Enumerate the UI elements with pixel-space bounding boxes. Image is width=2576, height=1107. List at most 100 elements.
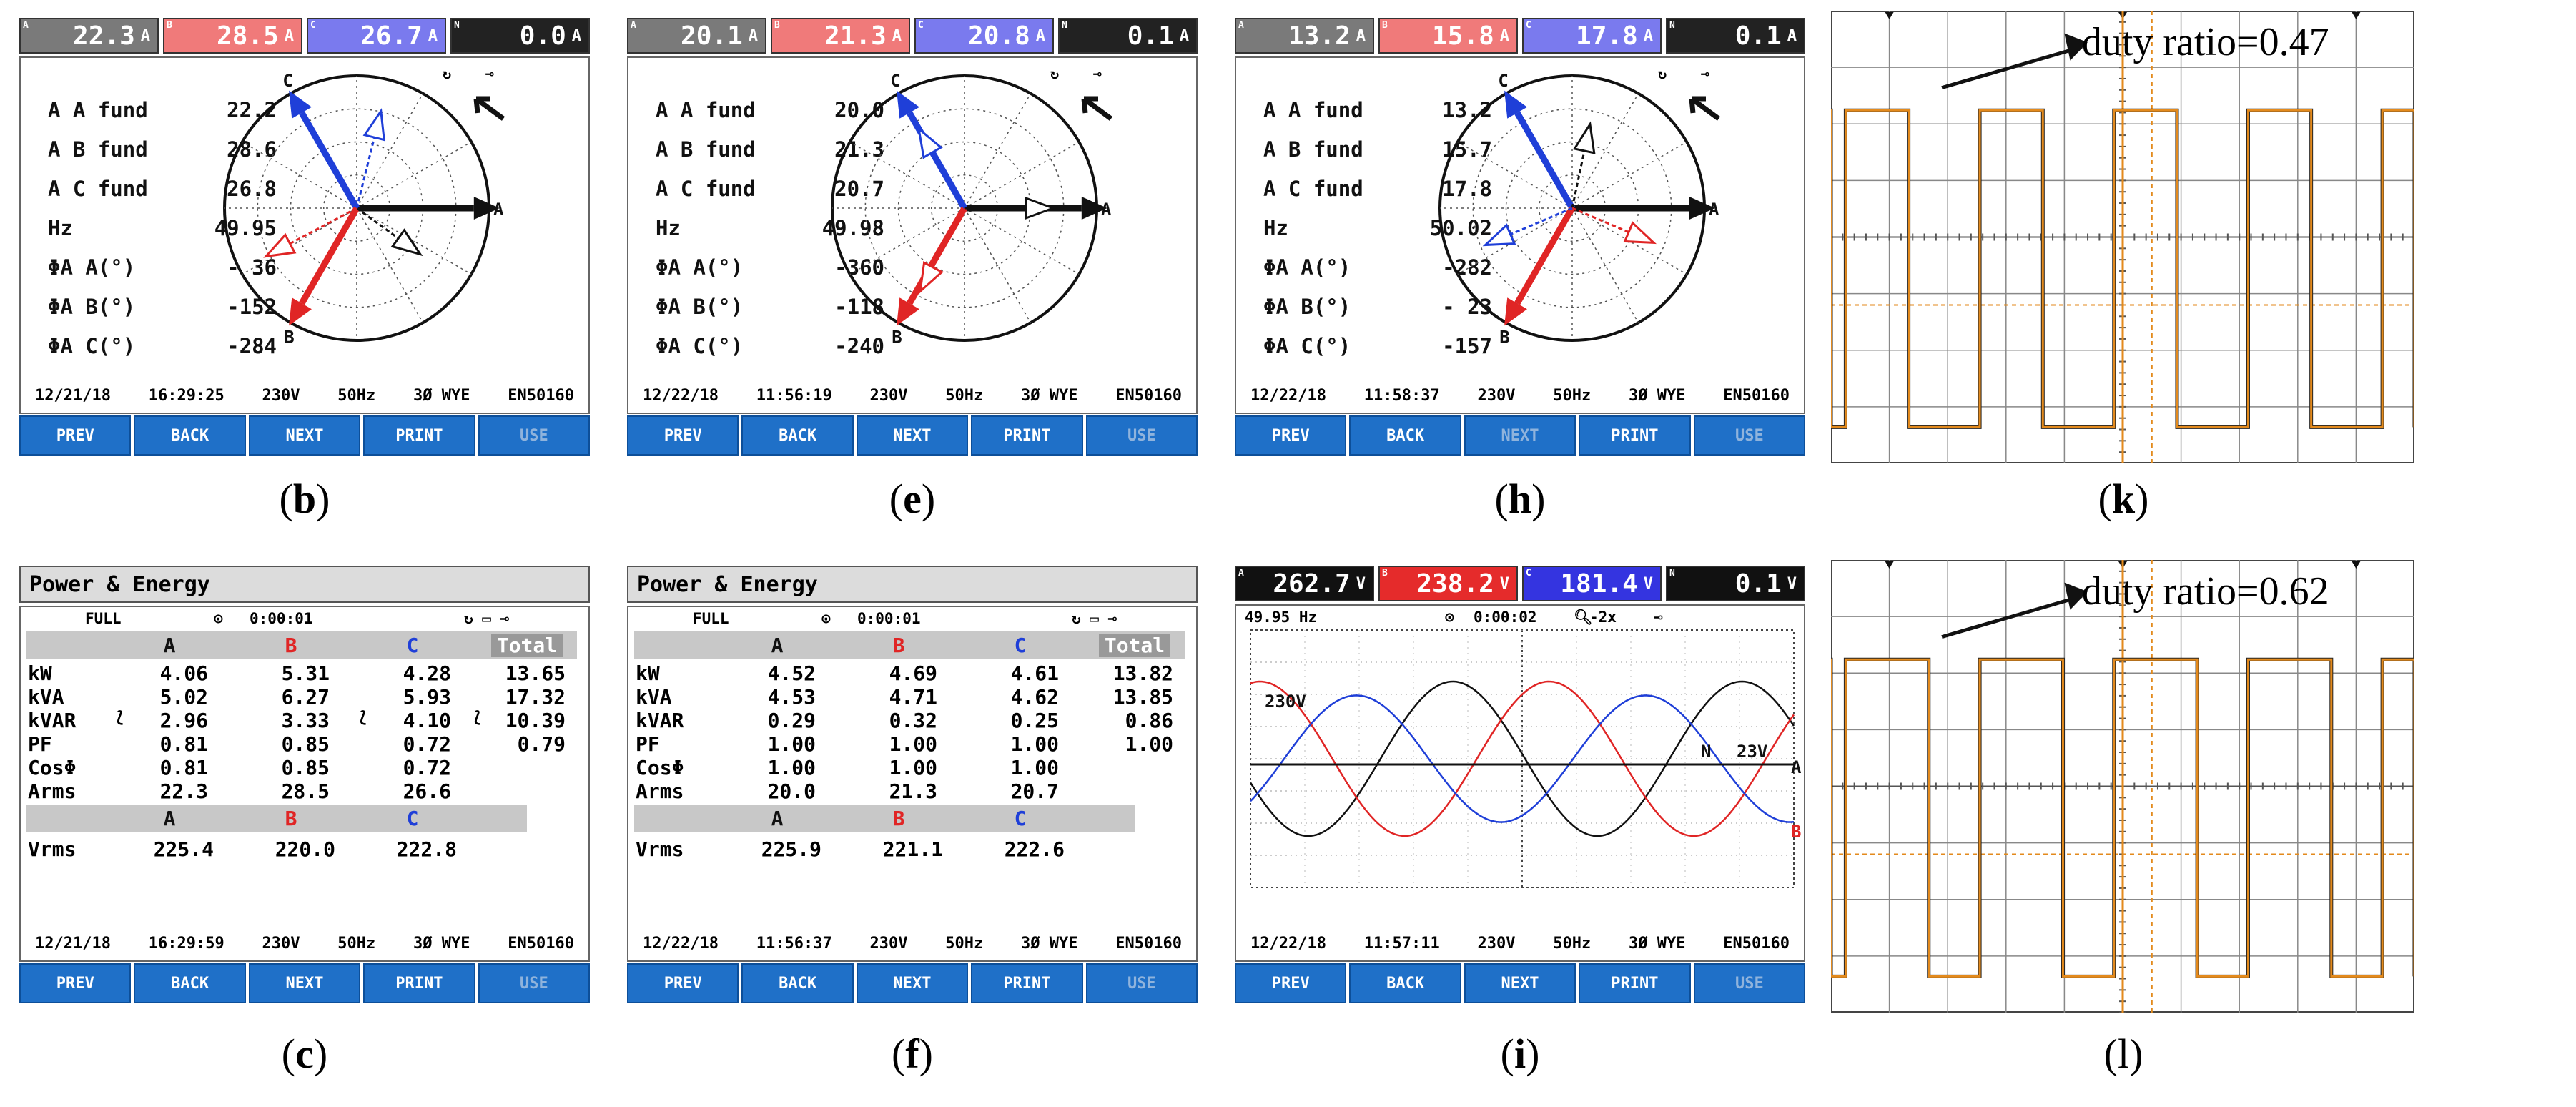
- arrow-icon: [473, 96, 505, 121]
- key-next[interactable]: NEXT: [856, 963, 969, 1003]
- vector-current-b: [263, 207, 357, 258]
- key-print[interactable]: PRINT: [971, 415, 1083, 456]
- row-value: 28.5: [281, 779, 330, 803]
- value-number: 17.8: [1442, 177, 1492, 201]
- key-prev[interactable]: PREV: [1235, 963, 1347, 1003]
- waveform-trace: [1250, 694, 1795, 823]
- key-next[interactable]: NEXT: [248, 963, 361, 1003]
- key-use[interactable]: USE: [1693, 963, 1806, 1003]
- key-prev[interactable]: PREV: [19, 415, 132, 456]
- phasor-diagram: A C B: [1438, 71, 1721, 348]
- reading-n: N 0.1 A: [1058, 18, 1198, 54]
- status-voltage: 230V: [1477, 935, 1516, 953]
- value-label: A C fund: [48, 177, 148, 201]
- key-use[interactable]: USE: [1693, 415, 1806, 456]
- plug-icon: ⊸: [1701, 65, 1710, 82]
- key-use[interactable]: USE: [478, 415, 591, 456]
- key-use[interactable]: USE: [478, 963, 591, 1003]
- voltage-column-header: A B C: [26, 805, 527, 832]
- status-config: 3Ø WYE: [1628, 387, 1686, 405]
- status-time: 11:56:37: [756, 935, 832, 953]
- reading-a: A 22.3 A: [19, 18, 159, 54]
- row-value: 4.10: [403, 709, 451, 732]
- status-freq: 50Hz: [337, 935, 376, 953]
- waveform-trace: [1249, 680, 1795, 837]
- function-keys: PREV BACK NEXT PRINT USE: [627, 963, 1198, 1003]
- frequency: 49.95 Hz: [1245, 609, 1318, 626]
- value-row: A C fund 20.7: [656, 177, 884, 216]
- value-label: Hz: [48, 216, 73, 240]
- column-header: A B C Total: [634, 631, 1185, 659]
- key-print[interactable]: PRINT: [971, 963, 1083, 1003]
- column-b: B: [285, 633, 297, 657]
- phase-tag: B: [1382, 568, 1388, 579]
- label-23v: 23V: [1737, 742, 1767, 762]
- reading-unit: A: [428, 26, 438, 45]
- reading-b: B 15.8 A: [1378, 18, 1518, 54]
- vcolumn-a: A: [163, 806, 176, 830]
- phase-tag: A: [1238, 568, 1244, 579]
- key-print[interactable]: PRINT: [1579, 963, 1691, 1003]
- screen-body: A A fund 20.0 A B fund 21.3 A C fund 20.7 Hz 49…: [627, 56, 1198, 414]
- key-prev[interactable]: PREV: [627, 415, 739, 456]
- key-next[interactable]: NEXT: [248, 415, 361, 456]
- key-print[interactable]: PRINT: [363, 963, 475, 1003]
- value-row: ΦA C(°) -240: [656, 334, 884, 373]
- key-print[interactable]: PRINT: [1579, 415, 1691, 456]
- value-row: ΦA C(°) -284: [48, 334, 277, 373]
- value-row: A C fund 17.8: [1263, 177, 1492, 216]
- status-date: 12/22/18: [643, 935, 719, 953]
- row-value: 6.27: [281, 685, 330, 709]
- power-row: kVA 4.53 4.71 4.62 13.85: [636, 685, 1186, 709]
- reading-unit: A: [571, 26, 581, 45]
- trigger-marker: [1885, 561, 1894, 569]
- row-label: Vrms: [636, 837, 684, 861]
- phasor-spoke: [1571, 207, 1639, 323]
- reading-value: 20.8: [968, 21, 1030, 51]
- plug-icon: ↻ ▭ ⊸: [464, 610, 510, 627]
- key-next[interactable]: NEXT: [1464, 415, 1576, 456]
- column-total: Total: [491, 633, 563, 657]
- key-back[interactable]: BACK: [1349, 963, 1461, 1003]
- key-use[interactable]: USE: [1085, 415, 1198, 456]
- reading-value: 17.8: [1576, 21, 1638, 51]
- reading-a: A 20.1 A: [627, 18, 766, 54]
- vector-voltage-c: [1504, 90, 1575, 210]
- reading-b: B 28.5 A: [163, 18, 302, 54]
- caption-l: (l): [2103, 1030, 2143, 1077]
- scope-k: duty ratio=0.47: [1772, 10, 2417, 578]
- power-row: Arms 22.3 28.5 26.6: [28, 779, 578, 804]
- reading-value: 21.3: [824, 21, 887, 51]
- key-back[interactable]: BACK: [1349, 415, 1461, 456]
- phasor-label-c: C: [1498, 71, 1508, 91]
- key-print[interactable]: PRINT: [363, 415, 475, 456]
- status-date: 12/22/18: [643, 387, 719, 405]
- phase-tag: C: [918, 20, 924, 31]
- key-back[interactable]: BACK: [741, 415, 854, 456]
- key-back[interactable]: BACK: [741, 963, 854, 1003]
- phasor-label-b: B: [892, 328, 902, 348]
- key-back[interactable]: BACK: [134, 963, 246, 1003]
- plug-icon: ⊸: [1654, 609, 1663, 626]
- key-use[interactable]: USE: [1085, 963, 1198, 1003]
- arrow-icon: [1689, 96, 1721, 121]
- key-next[interactable]: NEXT: [856, 415, 969, 456]
- reading-value: 0.1: [1734, 21, 1782, 51]
- row-value: 0.25: [1010, 709, 1059, 732]
- power-row: CosΦ 0.81 0.85 0.72: [28, 756, 578, 780]
- key-prev[interactable]: PREV: [19, 963, 132, 1003]
- key-next[interactable]: NEXT: [1464, 963, 1576, 1003]
- vector-voltage-b: [1504, 206, 1575, 326]
- plug-icon: ⊸: [1093, 65, 1102, 82]
- key-prev[interactable]: PREV: [1235, 415, 1347, 456]
- timer: 0:00:01: [250, 610, 313, 627]
- phase-tag: N: [1669, 568, 1675, 579]
- key-prev[interactable]: PREV: [627, 963, 739, 1003]
- phasor-diagram: A C B: [223, 71, 505, 348]
- label-n: N: [1701, 742, 1711, 762]
- vector-current-a: [964, 196, 1057, 220]
- row-value: 1.00: [767, 756, 816, 779]
- phase-tag: C: [310, 20, 316, 31]
- key-back[interactable]: BACK: [134, 415, 246, 456]
- row-value: 4.53: [767, 685, 816, 709]
